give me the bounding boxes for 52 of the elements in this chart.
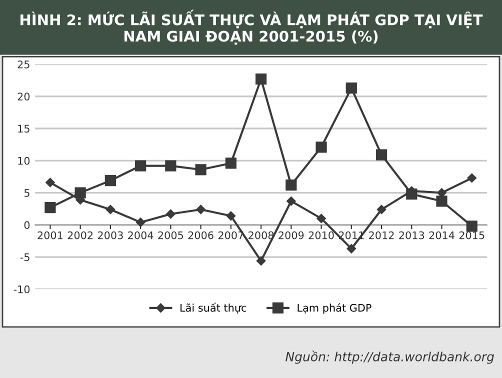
y-tick-label: 25 bbox=[18, 60, 30, 68]
point bbox=[316, 214, 326, 224]
x-tick-label: 2009 bbox=[278, 231, 304, 240]
x-tick-label: 2007 bbox=[218, 231, 244, 240]
x-tick-label: 2006 bbox=[188, 231, 214, 240]
y-tick-label: 10 bbox=[18, 156, 30, 165]
x-tick-label: 2004 bbox=[128, 231, 154, 240]
point bbox=[286, 196, 296, 206]
point bbox=[44, 202, 56, 214]
point bbox=[376, 149, 388, 160]
point bbox=[436, 196, 448, 207]
x-tick-label: 2014 bbox=[429, 231, 454, 240]
chart-title: HÌNH 2: MỨC LÃI SUẤT THỰC VÀ LẠM PHÁT GDP TẠI VIỆT NAM GIAI ĐOẠN 2001-2015 (%) bbox=[20, 10, 483, 45]
y-tick-label: 20 bbox=[18, 92, 30, 100]
y-tick-label: -5 bbox=[20, 253, 30, 262]
x-tick-label: 2005 bbox=[158, 231, 184, 240]
y-tick-label: -10 bbox=[14, 285, 30, 294]
y-tick-label: 5 bbox=[24, 189, 30, 197]
x-tick-label: 2013 bbox=[399, 231, 424, 240]
point bbox=[196, 204, 206, 214]
point bbox=[195, 164, 206, 176]
point bbox=[226, 211, 236, 221]
x-tick-label: 2003 bbox=[98, 231, 123, 240]
point bbox=[106, 204, 116, 214]
x-tick-label: 2010 bbox=[308, 231, 334, 240]
legend-label: Lãi suất thực bbox=[180, 302, 246, 314]
text: Nguồn: http://data.worldbank.org bbox=[286, 350, 494, 364]
y-tick-label: 15 bbox=[18, 124, 30, 133]
point bbox=[135, 160, 146, 172]
point bbox=[225, 158, 236, 169]
point bbox=[376, 204, 386, 214]
point bbox=[165, 160, 176, 172]
point bbox=[256, 256, 266, 266]
point bbox=[136, 218, 146, 227]
point bbox=[316, 142, 327, 153]
x-tick-label: 2012 bbox=[369, 231, 394, 240]
point bbox=[286, 180, 297, 191]
point bbox=[466, 220, 478, 232]
point bbox=[346, 82, 357, 94]
x-tick-label: 2015 bbox=[459, 231, 484, 240]
point bbox=[74, 187, 86, 198]
point bbox=[166, 209, 176, 219]
point bbox=[346, 244, 356, 254]
y-tick-label: 0 bbox=[24, 221, 30, 230]
x-tick-label: 2002 bbox=[68, 231, 93, 240]
point bbox=[46, 178, 55, 188]
point bbox=[255, 73, 267, 85]
point bbox=[104, 175, 116, 186]
x-tick-label: 2001 bbox=[38, 231, 62, 240]
point bbox=[467, 173, 477, 183]
x-tick-label: 2008 bbox=[248, 231, 274, 240]
legend-label: Lạm phát GDP bbox=[298, 303, 372, 314]
